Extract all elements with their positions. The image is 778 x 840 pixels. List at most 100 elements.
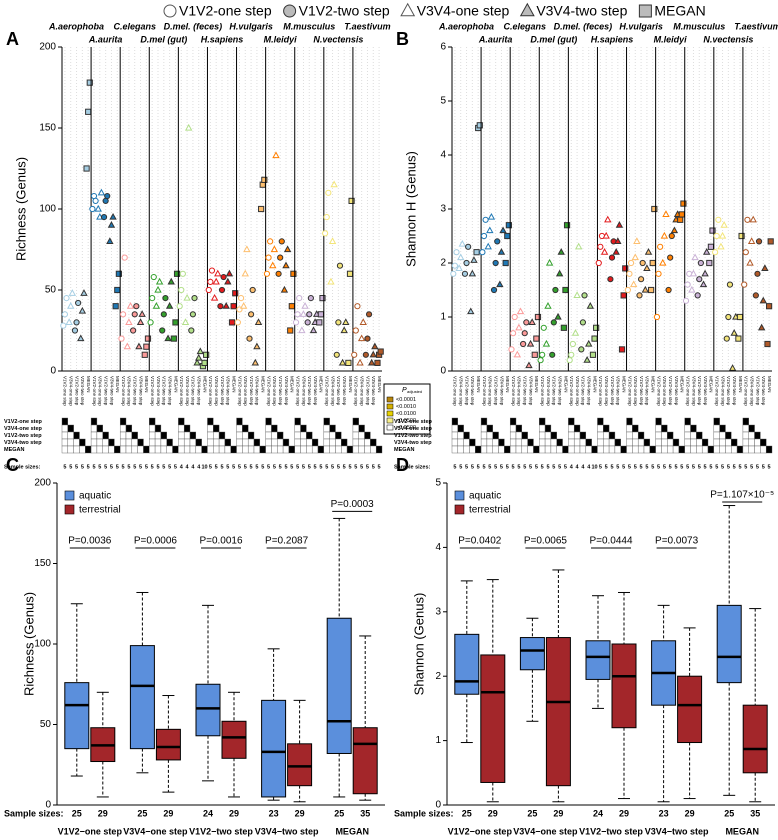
p-legend-label: >0.0500: [396, 425, 416, 431]
sample-size: 4: [587, 464, 591, 470]
sample-size: 5: [81, 464, 84, 470]
data-point: [85, 108, 92, 115]
method-label: V1V2-one step: [598, 376, 603, 406]
data-point: [479, 249, 486, 256]
species-label: D.mel. (feces): [164, 21, 223, 31]
legend-label: terrestrial: [469, 505, 511, 516]
box: [611, 643, 637, 729]
sample-size: 5: [750, 464, 753, 470]
p-value: P=0.0444: [589, 536, 633, 547]
method-label: MEGAN: [202, 376, 207, 393]
sample-size: 5: [500, 464, 503, 470]
data-point: [627, 259, 635, 267]
data-point: [499, 226, 507, 234]
data-point: [234, 319, 241, 326]
matrix-cell: [67, 424, 74, 433]
method-label: V3V4-one step: [359, 376, 364, 406]
matrix-cell: [719, 445, 726, 454]
method-label: V3V4-two step: [167, 376, 172, 406]
matrix-cell: [323, 438, 330, 447]
box: [261, 699, 287, 798]
sample-size: 5: [162, 464, 165, 470]
matrix-cell: [731, 445, 738, 454]
matrix-cell: [492, 431, 499, 440]
legend-label: MEGAN: [654, 3, 705, 19]
sample-size: 5: [482, 464, 485, 470]
matrix-cell: [603, 445, 610, 454]
data-point: [583, 356, 591, 363]
data-point: [210, 293, 219, 301]
sample-size: 5: [156, 464, 159, 470]
y-tick-label: 2: [435, 671, 441, 682]
method-label: MEGAN: [592, 376, 597, 393]
y-tick-label: 0: [45, 800, 51, 811]
data-point: [367, 358, 376, 366]
data-point: [560, 324, 567, 331]
matrix-cell: [323, 431, 330, 440]
matrix-cell: [486, 445, 493, 454]
data-point: [528, 318, 536, 325]
species-label: T.aestivum: [734, 21, 778, 31]
x-tick-label: V3V4−two step: [255, 826, 319, 836]
method-label: V3V4-two step: [255, 376, 260, 406]
data-point: [335, 319, 342, 326]
data-point: [718, 231, 727, 239]
matrix-cell: [457, 438, 464, 447]
species-label: M.musculus: [283, 21, 335, 31]
data-point: [263, 270, 271, 277]
sample-size: 5: [686, 464, 689, 470]
matrix-cell: [288, 445, 295, 454]
method-label: V1V2-one step: [482, 376, 487, 406]
matrix-cell: [661, 438, 668, 447]
data-point: [655, 270, 662, 277]
species-label: H.sapiens: [201, 34, 244, 44]
matrix-cell: [207, 438, 214, 447]
sample-size: 5: [704, 464, 707, 470]
data-point: [309, 326, 318, 334]
matrix-cell: [690, 445, 697, 454]
sample-size: 29: [229, 808, 239, 818]
matrix-cell: [608, 438, 616, 447]
data-point: [537, 357, 544, 364]
sample-size: 4: [570, 464, 574, 470]
sample-size: 4: [186, 464, 190, 470]
matrix-cell: [684, 431, 691, 440]
matrix-cell: [178, 445, 185, 454]
matrix-cell: [265, 424, 272, 433]
y-tick-label: 100: [34, 639, 51, 650]
matrix-cell: [323, 424, 330, 433]
data-point: [165, 302, 174, 309]
legend-swatch: [454, 504, 465, 515]
data-point: [597, 243, 604, 250]
matrix-cell: [626, 424, 633, 433]
matrix-cell: [73, 438, 80, 447]
matrix-cell: [79, 438, 86, 447]
data-point: [346, 270, 354, 277]
box: [64, 682, 90, 750]
p-value: P=0.0006: [134, 536, 178, 547]
data-point: [699, 280, 708, 288]
matrix-cell: [294, 424, 301, 433]
matrix-cell: [736, 445, 744, 454]
method-label: MEGAN: [377, 376, 382, 393]
method-label: V1V2-two step: [552, 376, 557, 406]
data-point: [757, 323, 766, 331]
method-label: V3V4-two step: [528, 376, 533, 406]
sample-size: 5: [133, 464, 136, 470]
sample-size: 5: [261, 464, 264, 470]
data-point: [184, 123, 193, 131]
matrix-cell: [626, 445, 633, 454]
data-point: [665, 286, 672, 294]
sample-size: 5: [87, 464, 90, 470]
matrix-cell: [119, 438, 127, 447]
method-label: V1V2-two step: [755, 376, 760, 406]
data-point: [473, 249, 480, 256]
matrix-cell: [585, 438, 592, 447]
data-point: [336, 262, 344, 269]
data-point: [181, 318, 190, 325]
matrix-cell: [96, 424, 103, 433]
p-legend-label: <0.0001: [396, 397, 416, 403]
method-label: V1V2-one step: [92, 376, 97, 406]
sample-size: 5: [110, 464, 113, 470]
